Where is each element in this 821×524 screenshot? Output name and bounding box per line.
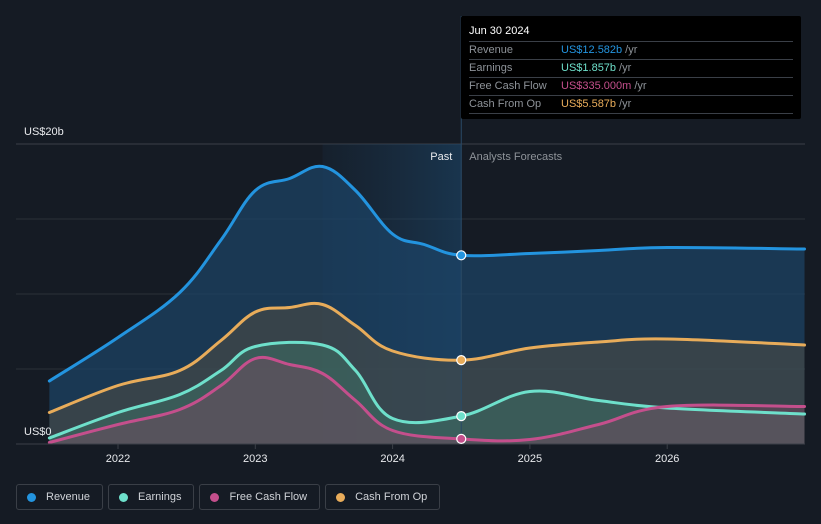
x-axis-ticks: 2022 2023 2024 2025 2026	[106, 444, 679, 465]
x-tick-label: 2026	[655, 453, 679, 465]
tooltip-label: Cash From Op	[469, 98, 542, 110]
marker-earnings	[456, 411, 467, 422]
legend-label: Free Cash Flow	[229, 491, 308, 503]
series-lines	[47, 164, 806, 444]
line-free-cash-flow	[47, 355, 806, 444]
tooltip-row-cash-from-op: Cash From Op US$5.587b /yr	[469, 96, 793, 114]
x-tick-label: 2023	[243, 453, 267, 465]
series-markers	[456, 250, 467, 444]
line-revenue	[47, 164, 806, 383]
tooltip-date: Jun 30 2024	[469, 22, 793, 42]
area-free-cash-flow	[49, 357, 805, 444]
x-tick-label: 2025	[518, 453, 542, 465]
marker-revenue	[456, 250, 467, 261]
tooltip-value: US$5.587b	[561, 98, 617, 110]
legend-dot-icon	[210, 492, 220, 502]
series-areas	[49, 166, 805, 445]
tooltip-row-free-cash-flow: Free Cash Flow US$335.000m /yr	[469, 78, 793, 96]
line-earnings	[47, 340, 806, 440]
tooltip-label: Free Cash Flow	[469, 80, 547, 92]
tooltip-row-earnings: Earnings US$1.857b /yr	[469, 60, 793, 78]
tooltip-label: Revenue	[469, 44, 514, 56]
tooltip-unit: /yr	[619, 62, 632, 74]
tooltip-row-revenue: Revenue US$12.582b /yr	[469, 42, 793, 60]
tooltip-unit: /yr	[625, 44, 638, 56]
tooltip-unit: /yr	[619, 98, 632, 110]
past-label: Past	[430, 151, 452, 163]
tooltip-unit: /yr	[634, 80, 647, 92]
marker-free-cash-flow	[456, 433, 467, 444]
legend-item-earnings[interactable]: Earnings	[108, 484, 195, 510]
legend-dot-icon	[336, 492, 346, 502]
tooltip-label: Earnings	[469, 62, 513, 74]
x-tick-label: 2024	[380, 453, 404, 465]
x-tick-label: 2022	[106, 453, 130, 465]
legend-label: Revenue	[46, 491, 91, 503]
line-cash-from-op	[47, 301, 806, 414]
legend-item-revenue[interactable]: Revenue	[16, 484, 104, 510]
marker-cash-from-op	[456, 355, 467, 366]
y-tick-label-bottom: US$0	[24, 426, 52, 438]
tooltip-value: US$335.000m	[561, 80, 632, 92]
tooltip: Jun 30 2024 Revenue US$12.582b /yr Earni…	[461, 16, 801, 119]
legend-item-free-cash-flow[interactable]: Free Cash Flow	[199, 484, 321, 510]
legend-label: Earnings	[138, 491, 182, 503]
area-cash-from-op	[49, 303, 805, 444]
tooltip-value: US$1.857b	[561, 62, 617, 74]
forecast-label: Analysts Forecasts	[469, 151, 562, 163]
y-tick-label-top: US$20b	[24, 126, 64, 138]
tooltip-value: US$12.582b	[561, 44, 623, 56]
legend-item-cash-from-op[interactable]: Cash From Op	[325, 484, 441, 510]
legend-dot-icon	[27, 492, 36, 502]
legend-dot-icon	[119, 492, 129, 502]
legend-label: Cash From Op	[355, 491, 428, 503]
legend: Revenue Earnings Free Cash Flow Cash Fro…	[16, 484, 441, 510]
area-revenue	[49, 166, 805, 445]
